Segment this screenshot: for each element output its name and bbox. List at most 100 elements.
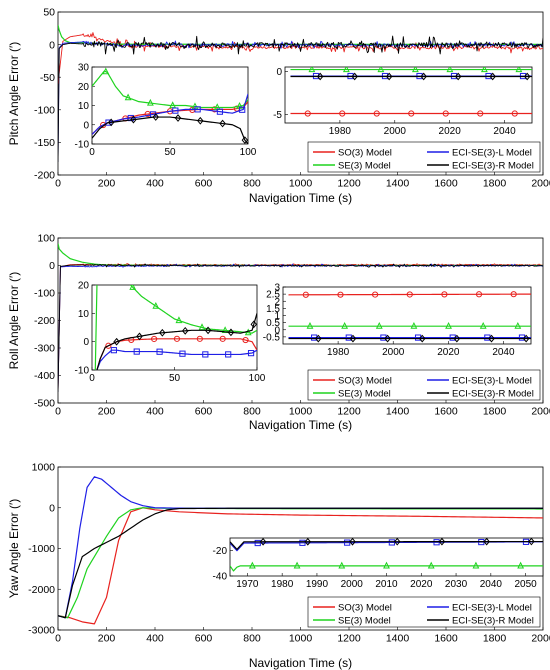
pitch-main-ytick-label: -100 — [34, 104, 55, 116]
pitch-inset-late-point — [523, 72, 531, 81]
yaw-main-xtick-label: 0 — [55, 633, 61, 645]
pitch-main-series-line — [58, 32, 543, 84]
roll-inset-late-point — [445, 321, 452, 329]
pitch-inset-late-xtick-label: 2020 — [439, 126, 462, 137]
yaw-main-xtick-label: 1600 — [434, 633, 458, 645]
pitch-inset-early-xtick-label: 100 — [240, 147, 257, 158]
roll-inset-early-point — [204, 326, 212, 335]
roll-ylabel: Roll Angle Error (′) — [7, 272, 21, 370]
roll-inset-late-point — [349, 334, 357, 343]
pitch-inset-late-point — [489, 72, 496, 81]
pitch-inset-early-ytick-label: 20 — [78, 82, 90, 93]
roll-inset-early-series-line — [96, 349, 257, 370]
pitch-main-ytick-label: 0 — [49, 39, 55, 51]
pitch-inset-late-point — [377, 67, 385, 73]
roll-main-xtick-label: 0 — [55, 406, 61, 418]
yaw-main-ytick-label: -2000 — [28, 584, 55, 596]
roll-inset-early-point — [175, 316, 183, 324]
pitch-main-xtick-label: 600 — [195, 178, 213, 190]
pitch-inset-early-series-line — [92, 70, 248, 109]
roll-inset-late-point — [302, 291, 309, 298]
yaw-inset-late-point — [349, 538, 356, 546]
roll-inset-late-ytick-label: 2.5 — [266, 290, 280, 301]
pitch-legend — [307, 141, 541, 173]
yaw-main-ytick-label: 0 — [49, 502, 55, 514]
yaw-inset-late-point — [344, 539, 351, 546]
roll-inset-early-point — [250, 320, 257, 329]
yaw-inset-late-frame — [229, 537, 544, 577]
roll-inset-late-xtick-label: 2020 — [437, 347, 460, 358]
roll-inset-early-point — [225, 351, 232, 358]
pitch-main-xtick-label: 1600 — [434, 178, 458, 190]
roll-inset-late: 1980 2000 2020 2040 -0.500.511.522.53 — [263, 283, 532, 358]
yaw-main-ytick-label: -3000 — [28, 625, 55, 637]
roll-inset-late-ytick-label: 0 — [274, 325, 280, 336]
pitch-main-series-line — [58, 35, 543, 162]
yaw-inset-late-point — [483, 538, 490, 546]
roll-inset-early-point — [227, 328, 235, 337]
pitch-inset-late-point — [420, 72, 427, 81]
roll-inset-late-point — [514, 321, 522, 329]
pitch-inset-late-ytick-label: 0 — [276, 67, 282, 78]
roll-inset-late-point — [441, 291, 448, 298]
yaw-ylabel: Yaw Angle Error (′) — [7, 499, 21, 598]
pitch-inset-early-series-group — [92, 67, 248, 144]
roll-chart: 0200400600800100012001400160018002000-50… — [7, 233, 550, 432]
roll-inset-early-point — [151, 335, 158, 343]
roll-main-series-group — [58, 243, 543, 393]
yaw-legend-label: ECI-SE(3)-R Model — [452, 616, 534, 627]
yaw-main-xtick-label: 1200 — [337, 633, 361, 645]
roll-inset-early-point — [152, 301, 160, 309]
roll-inset-early-point — [129, 285, 137, 290]
roll-main-xtick-label: 600 — [195, 406, 213, 418]
yaw-inset-late-xtick-label: 2020 — [410, 579, 433, 590]
roll-inset-late-point — [510, 291, 517, 298]
yaw-inset-late-point — [393, 538, 401, 546]
pitch-inset-late-ytick-label: -5 — [273, 110, 282, 121]
roll-legend — [307, 369, 541, 401]
pitch-inset-early-point — [146, 98, 154, 106]
pitch-inset-early-point — [107, 118, 115, 127]
roll-inset-early-point — [110, 347, 117, 354]
roll-main-xtick-label: 1600 — [434, 406, 458, 418]
roll-main-xtick-label: 400 — [146, 406, 164, 418]
pitch-inset-early-point — [216, 108, 224, 115]
yaw-main-series-group — [58, 476, 543, 625]
yaw-main-ytick-label: 1000 — [32, 462, 56, 474]
pitch-main-xtick-label: 0 — [55, 178, 61, 190]
roll-inset-early-point — [159, 328, 166, 337]
pitch-inset-early-ytick-label: 0 — [83, 120, 89, 131]
yaw-inset-late: 1970 1980 1990 2000 2010 2020 2030 2040 2050 -40 -… — [213, 537, 544, 590]
yaw-inset-late-ytick-label: -40 — [213, 572, 228, 583]
pitch-inset-early-point — [241, 136, 248, 144]
pitch-legend-label: ECI-SE(3)-R Model — [452, 161, 534, 172]
pitch-main-series-line — [58, 40, 543, 162]
yaw-inset-late-series-line — [230, 540, 543, 550]
yaw-inset-late-point — [427, 561, 435, 569]
yaw-main-series-line — [58, 507, 543, 619]
pitch-inset-early-ytick-label: -10 — [75, 140, 90, 151]
pitch-legend-label: ECI-SE(3)-L Model — [452, 148, 532, 159]
pitch-inset-late-xtick-label: 2000 — [384, 126, 407, 137]
pitch-inset-early-xtick-label: 0 — [89, 147, 95, 158]
pitch-inset-late-point — [515, 67, 523, 73]
pitch-main-xtick-label: 1800 — [483, 178, 507, 190]
roll-inset-early-ytick-label: 10 — [78, 309, 90, 320]
yaw-inset-late-xtick-label: 1990 — [306, 579, 329, 590]
roll-inset-late-ytick-label: -0.5 — [263, 332, 281, 343]
pitch-inset-late-point — [411, 67, 419, 73]
pitch-inset-early-point — [124, 93, 132, 101]
pitch-inset-early-point — [197, 116, 204, 125]
pitch-ylabel: Pitch Angle Error (′) — [7, 42, 21, 146]
roll-inset-late-series-group — [288, 291, 531, 343]
roll-main-xtick-label: 200 — [98, 406, 116, 418]
yaw-inset-late-xtick-label: 2000 — [341, 579, 364, 590]
roll-inset-late-point — [479, 321, 487, 329]
roll-xlabel: Navigation Time (s) — [249, 418, 352, 432]
roll-main-ytick-label: -500 — [34, 398, 55, 410]
roll-inset-early-point — [242, 336, 249, 344]
yaw-main-xtick-label: 1800 — [483, 633, 507, 645]
yaw-inset-late-point — [254, 539, 261, 547]
roll-inset-late-series-line — [288, 293, 531, 296]
yaw-inset-late-point — [304, 538, 312, 546]
